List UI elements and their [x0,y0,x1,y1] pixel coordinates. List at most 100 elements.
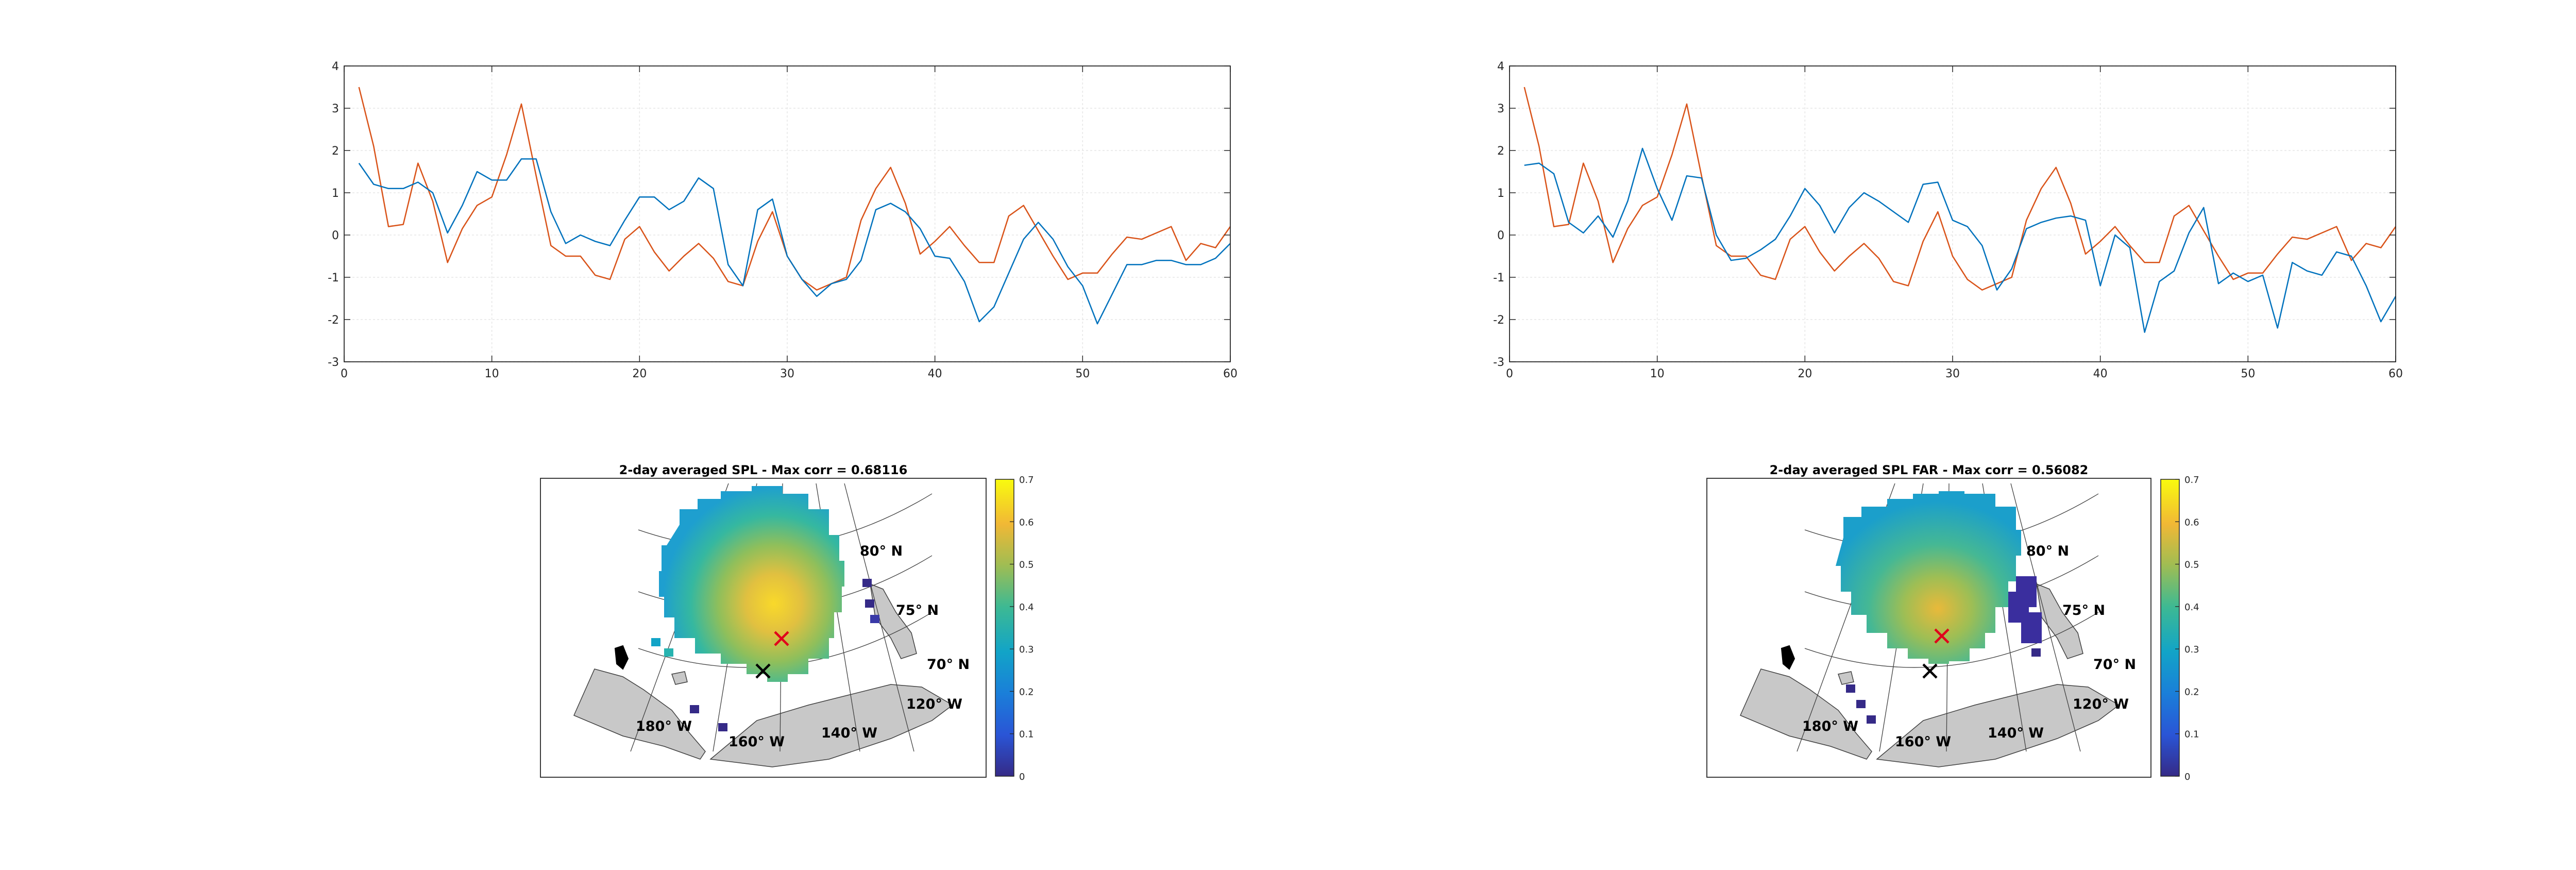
correlation-pixel [862,579,872,587]
correlation-pixel [651,638,660,646]
y-tick-label: -1 [328,272,339,285]
correlation-pixel [718,723,727,731]
longitude-label: 140° W [1988,725,2044,741]
colorbar-tick-label: 0.5 [1019,560,1034,571]
colorbar-tick-label: 0.6 [1019,517,1034,528]
x-tick-label: 40 [928,367,942,380]
map-panels: 2-day averaged SPL - Max corr = 0.68116 8… [540,463,2199,782]
y-tick-label: -2 [1493,314,1504,327]
y-tick-label: -1 [1493,272,1504,285]
y-tick-label: 4 [332,60,339,73]
small-island [1838,671,1854,685]
colorbar-tick-label: 0.3 [1019,644,1034,655]
latitude-label: 75° N [2062,603,2105,618]
colorbar-tick-label: 0.7 [2184,475,2199,486]
y-tick-label: -3 [328,356,339,369]
correlation-pixel [2031,648,2041,657]
arctic-islands [870,583,917,659]
colorbar: 0.7 0.6 0.5 0.4 0.3 0.2 0.1 0 [2160,475,2199,782]
longitude-label: 160° W [1895,734,1951,750]
x-tick-label: 30 [780,367,794,380]
correlation-pixel [690,705,699,713]
series-line-2 [1524,147,2397,333]
max-corr-marker [774,631,789,646]
map-title: 2-day averaged SPL FAR - Max corr = 0.56… [1770,463,2089,477]
x-tick-label: 50 [1075,367,1090,380]
latitude-label: 75° N [896,603,939,618]
correlation-pixel [664,648,673,657]
map-panel-1: 2-day averaged SPL - Max corr = 0.68116 8… [540,463,1034,782]
longitude-label: 140° W [821,725,877,741]
wrangel-island [614,645,629,670]
longitude-label: 180° W [1802,718,1858,734]
colorbar-tick-label: 0.4 [2184,602,2199,613]
canada-landmass [1876,684,2120,767]
correlation-pixel [1856,700,1866,708]
small-island [671,671,688,685]
plot-area [344,66,1230,362]
alaska-landmass [573,668,706,760]
y-tick-label: 0 [1497,229,1504,242]
latitude-label: 70° N [2093,657,2136,673]
colorbar-tick-label: 0.1 [1019,729,1034,740]
colorbar: 0.7 0.6 0.5 0.4 0.3 0.2 0.1 0 [995,475,1034,782]
canada-landmass [709,684,954,767]
x-tick-label: 30 [1945,367,1960,380]
colorbar-tick-label: 0.3 [2184,644,2199,655]
colorbar-tick-label: 0.2 [2184,687,2199,697]
longitude-label: 120° W [2073,696,2129,712]
y-tick-label: 2 [332,145,339,158]
longitude-label: 180° W [636,718,692,734]
series-line-2 [358,158,1231,325]
latitude-circle [1804,612,2099,668]
y-tick-label: 4 [1497,60,1504,73]
x-tick-label: 10 [1650,367,1665,380]
correlation-pixel [1846,684,1855,693]
x-tick-label: 10 [485,367,499,380]
correlation-pixel [2021,612,2042,643]
x-tick-label: 0 [341,367,348,380]
x-tick-label: 20 [1798,367,1812,380]
landmass [573,583,954,767]
latitude-label: 80° N [860,543,903,559]
latitude-label: 70° N [927,657,970,673]
site-marker [755,663,771,679]
colorbar-tick-label: 0 [1019,772,1025,782]
y-tick-label: 1 [332,187,339,200]
map-panel-2: 2-day averaged SPL FAR - Max corr = 0.56… [1706,463,2199,782]
y-tick-label: -3 [1493,356,1504,369]
correlation-pixel [865,599,874,608]
max-corr-marker [1934,628,1950,644]
x-tick-label: 0 [1506,367,1513,380]
arctic-islands [2036,583,2083,659]
colorbar-tick-label: 0.2 [1019,687,1034,697]
x-tick-label: 20 [632,367,647,380]
y-tick-label: 2 [1497,145,1504,158]
correlation-pixel [870,615,879,623]
x-tick-label: 60 [2388,367,2403,380]
y-tick-label: 3 [1497,103,1504,115]
y-tick-label: 0 [332,229,339,242]
correlation-field [659,486,844,682]
colorbar-tick-label: 0.6 [2184,517,2199,528]
map-title: 2-day averaged SPL - Max corr = 0.68116 [619,463,908,477]
x-tick-label: 60 [1223,367,1238,380]
site-marker [1922,663,1938,679]
landmass [1740,583,2120,767]
longitude-label: 160° W [728,734,785,750]
alaska-landmass [1740,668,1872,760]
colorbar-tick-label: 0.5 [2184,560,2199,571]
colorbar-gradient [2160,479,2180,777]
x-tick-label: 40 [2093,367,2108,380]
longitude-label: 120° W [906,696,962,712]
correlation-pixel [1867,715,1876,724]
y-tick-label: 1 [1497,187,1504,200]
wrangel-island [1781,645,1795,670]
colorbar-tick-label: 0 [2184,772,2190,782]
y-tick-label: -2 [328,314,339,327]
latitude-label: 80° N [2026,543,2069,559]
series-line-1 [1523,87,2397,291]
